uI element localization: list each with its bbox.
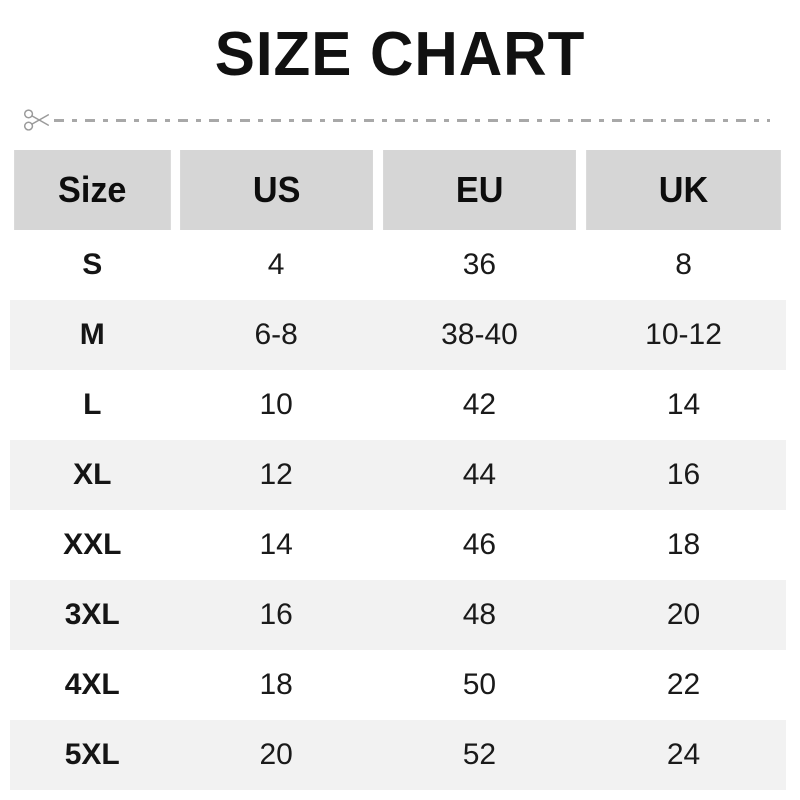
cell-us: 20 [174, 720, 378, 790]
cell-eu: 38-40 [377, 300, 582, 370]
cell-size: 5XL [10, 720, 175, 790]
cell-uk: 16 [581, 440, 786, 510]
cut-dashed-line [54, 118, 770, 122]
size-chart-table: Size US EU UK S 4 36 8 M 6-8 38-40 10-12… [10, 150, 786, 790]
cell-uk: 24 [581, 720, 786, 790]
cell-size: 3XL [10, 580, 175, 650]
cell-us: 12 [174, 440, 378, 510]
cell-eu: 42 [377, 370, 582, 440]
cell-size: S [10, 230, 175, 300]
cell-uk: 22 [581, 650, 786, 720]
cell-eu: 44 [377, 440, 582, 510]
cell-us: 16 [174, 580, 378, 650]
column-header-size: Size [14, 150, 171, 230]
table-row: XL 12 44 16 [10, 440, 786, 510]
cell-uk: 10-12 [581, 300, 786, 370]
cell-size: M [10, 300, 175, 370]
column-header-us: US [179, 150, 373, 230]
cell-size: XXL [10, 510, 175, 580]
table-header-row: Size US EU UK [10, 150, 786, 230]
cell-size: 4XL [10, 650, 175, 720]
cell-uk: 20 [581, 580, 786, 650]
table-row: 5XL 20 52 24 [10, 720, 786, 790]
table-header: Size US EU UK [10, 150, 786, 230]
cell-eu: 46 [377, 510, 582, 580]
cell-us: 6-8 [174, 300, 378, 370]
cell-us: 18 [174, 650, 378, 720]
cell-eu: 52 [377, 720, 582, 790]
cell-uk: 18 [581, 510, 786, 580]
table-row: L 10 42 14 [10, 370, 786, 440]
cut-line [22, 104, 778, 136]
table-body: S 4 36 8 M 6-8 38-40 10-12 L 10 42 14 XL… [10, 230, 786, 790]
column-header-eu: EU [382, 150, 577, 230]
cell-eu: 48 [377, 580, 582, 650]
page-title: SIZE CHART [214, 20, 586, 89]
table-row: M 6-8 38-40 10-12 [10, 300, 786, 370]
scissors-icon [23, 109, 49, 131]
cell-us: 14 [174, 510, 378, 580]
table-row: 4XL 18 50 22 [10, 650, 786, 720]
cell-eu: 36 [377, 230, 582, 300]
cell-size: XL [10, 440, 175, 510]
cell-uk: 8 [581, 230, 786, 300]
cell-uk: 14 [581, 370, 786, 440]
cell-us: 4 [174, 230, 378, 300]
cell-us: 10 [174, 370, 378, 440]
cell-size: L [10, 370, 175, 440]
table-row: 3XL 16 48 20 [10, 580, 786, 650]
table-row: XXL 14 46 18 [10, 510, 786, 580]
column-header-uk: UK [586, 150, 781, 230]
cell-eu: 50 [377, 650, 582, 720]
table-row: S 4 36 8 [10, 230, 786, 300]
title-area: SIZE CHART [0, 24, 800, 86]
